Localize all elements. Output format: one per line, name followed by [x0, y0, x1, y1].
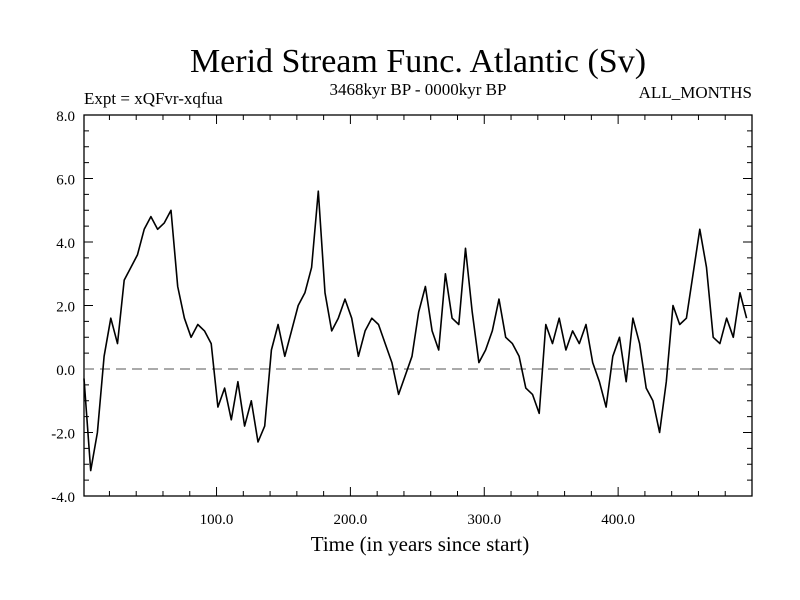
x-tick-label: 100.0 — [200, 512, 234, 528]
plot-frame — [83, 114, 753, 497]
y-tick-label: 6.0 — [56, 173, 75, 189]
x-tick-label: 200.0 — [334, 512, 368, 528]
experiment-label: Expt = xQFvr-xqfua — [84, 89, 223, 108]
x-tick-label: 400.0 — [601, 512, 635, 528]
time-range-label: 3468kyr BP - 0000kyr BP — [330, 80, 507, 99]
y-tick-label: 0.0 — [56, 363, 75, 379]
y-tick-label: 8.0 — [56, 109, 75, 125]
plot-area: -4.0 -2.0 0.0 2.0 4.0 6.0 8.0 100.0 200.0 300.0 40… — [51, 109, 753, 528]
y-tick-label: -4.0 — [51, 490, 75, 506]
x-tick-label: 300.0 — [467, 512, 501, 528]
y-tick-label: -2.0 — [51, 427, 75, 443]
months-label: ALL_MONTHS — [639, 83, 752, 102]
series-line-atlantic-moc — [83, 190, 748, 472]
x-axis-label: Time (in years since start) — [311, 532, 530, 556]
y-tick-label: 2.0 — [56, 300, 75, 316]
y-tick-label: 4.0 — [56, 236, 75, 252]
chart-title: Merid Stream Func. Atlantic (Sv) — [190, 43, 646, 80]
